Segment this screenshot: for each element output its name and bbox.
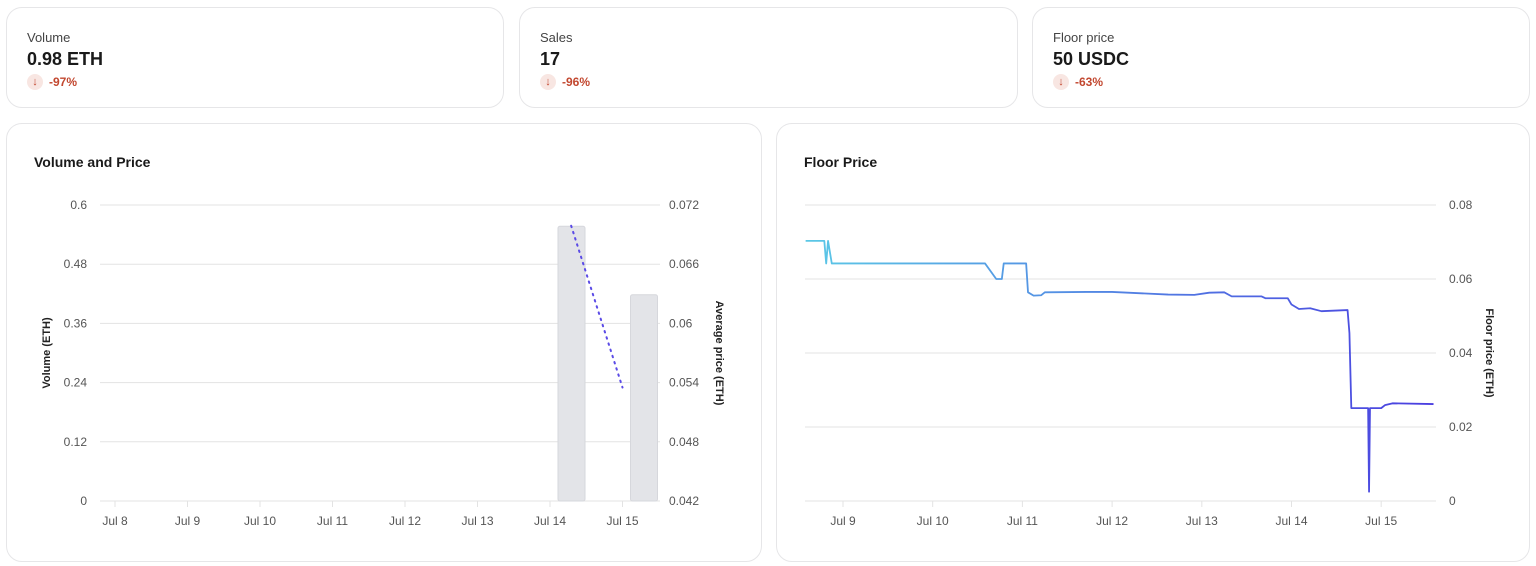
x-tick-label: Jul 15 <box>606 514 638 528</box>
stat-card-floor-price: Floor price 50 USDC ↓ -63% <box>1032 7 1530 108</box>
y2-tick-label: 0.072 <box>669 198 699 212</box>
arrow-down-icon: ↓ <box>1053 74 1069 90</box>
stat-label: Sales <box>540 30 573 45</box>
stat-change-value: -63% <box>1075 75 1104 89</box>
stat-card-volume: Volume 0.98 ETH ↓ -97% <box>6 7 504 108</box>
floor-price-card: Floor Price <box>776 123 1530 562</box>
y2-tick-label: 0.054 <box>669 376 699 390</box>
x-tick-label: Jul 12 <box>389 514 421 528</box>
x-tick-label: Jul 12 <box>1096 514 1128 528</box>
arrow-down-icon: ↓ <box>540 74 556 90</box>
y-tick-label: 0.06 <box>1449 272 1473 286</box>
y2-tick-label: 0.06 <box>669 316 693 330</box>
x-tick-label: Jul 9 <box>830 514 856 528</box>
arrow-down-icon: ↓ <box>27 74 43 90</box>
y2-axis-title: Average price (ETH) <box>713 301 725 406</box>
y2-tick-label: 0.048 <box>669 435 699 449</box>
stat-label: Volume <box>27 30 71 45</box>
x-tick-label: Jul 9 <box>175 514 201 528</box>
x-tick-label: Jul 13 <box>1186 514 1218 528</box>
y-tick-label: 0.08 <box>1449 198 1473 212</box>
y-tick-label: 0.12 <box>64 435 88 449</box>
x-tick-label: Jul 14 <box>1275 514 1307 528</box>
x-tick-label: Jul 10 <box>917 514 949 528</box>
x-tick-label: Jul 15 <box>1365 514 1397 528</box>
stat-label: Floor price <box>1053 30 1115 45</box>
stat-value: 0.98 ETH <box>27 49 104 69</box>
stat-change-value: -96% <box>562 75 591 89</box>
x-tick-label: Jul 13 <box>461 514 493 528</box>
x-tick-label: Jul 14 <box>534 514 566 528</box>
stat-value: 50 USDC <box>1053 49 1130 69</box>
x-tick-label: Jul 11 <box>317 514 348 528</box>
volume-bar <box>630 294 658 502</box>
y-axis-title: Volume (ETH) <box>41 317 53 389</box>
y-axis-title: Floor price (ETH) <box>1483 308 1495 398</box>
y2-tick-label: 0.066 <box>669 257 699 271</box>
y-tick-label: 0.02 <box>1449 420 1473 434</box>
y-tick-label: 0 <box>1449 494 1456 508</box>
stat-change: ↓ -63% <box>1053 74 1103 90</box>
y2-tick-label: 0.042 <box>669 494 699 508</box>
stat-value: 17 <box>540 49 561 69</box>
x-tick-label: Jul 10 <box>244 514 276 528</box>
stat-change-value: -97% <box>49 75 78 89</box>
y-tick-label: 0.48 <box>64 257 88 271</box>
stat-card-sales: Sales 17 ↓ -96% <box>519 7 1018 108</box>
x-tick-label: Jul 11 <box>1007 514 1038 528</box>
y-tick-label: 0.04 <box>1449 346 1473 360</box>
y-tick-label: 0.24 <box>64 376 88 390</box>
average-price-line <box>570 224 624 389</box>
chart-title: Volume and Price <box>34 154 151 170</box>
x-tick-label: Jul 8 <box>102 514 128 528</box>
stat-change: ↓ -96% <box>540 74 590 90</box>
floor-price-line <box>805 239 1434 493</box>
stat-change: ↓ -97% <box>27 74 77 90</box>
y-tick-label: 0.6 <box>70 198 87 212</box>
y-tick-label: 0.36 <box>64 316 88 330</box>
chart-title: Floor Price <box>804 154 878 170</box>
y-tick-label: 0 <box>80 494 87 508</box>
